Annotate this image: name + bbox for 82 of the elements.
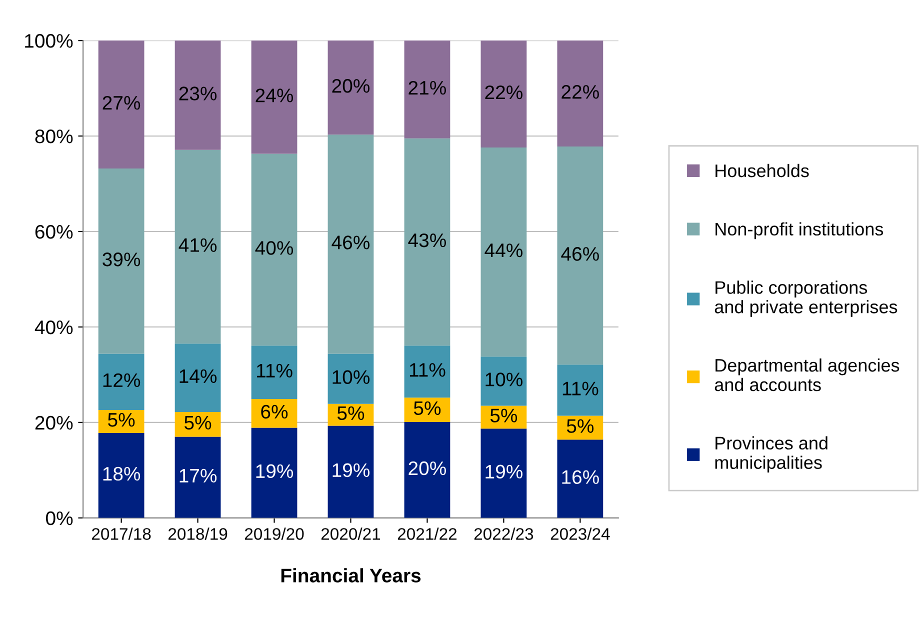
legend-label: Public corporations and private enterprises (714, 280, 898, 317)
bar (480, 147, 527, 357)
data-label: 43% (408, 233, 446, 248)
y-tick-label: 40% (34, 320, 73, 334)
bar (557, 364, 604, 416)
data-label: 5% (566, 419, 594, 433)
data-label: 5% (414, 401, 441, 416)
bar (251, 154, 298, 346)
x-tick-label: 2018/19 (168, 528, 228, 540)
legend-label: Departmental agencies and accounts (714, 358, 900, 392)
bar (251, 428, 298, 518)
y-tick-label: 80% (35, 130, 73, 144)
data-label: 10% (486, 372, 522, 386)
data-label: 20% (332, 79, 370, 93)
data-label: 6% (261, 404, 288, 419)
data-label: 22% (562, 84, 599, 99)
x-axis-title: Financial Years (281, 568, 421, 582)
bar (98, 432, 144, 518)
data-label: 21% (408, 80, 446, 95)
data-label: 18% (103, 466, 140, 481)
bar (328, 354, 374, 404)
x-tick-label: 2022/23 (474, 528, 534, 540)
data-label: 22% (485, 85, 522, 100)
bar (404, 346, 450, 398)
bar (328, 40, 374, 135)
data-label: 11% (410, 363, 446, 377)
bar (557, 146, 604, 365)
data-label: 5% (108, 413, 135, 427)
bar (404, 138, 450, 346)
x-tick-label: 2021/22 (398, 528, 457, 540)
data-label: 20% (408, 461, 446, 476)
bar (404, 40, 450, 138)
data-label: 23% (179, 86, 217, 100)
bar (174, 40, 221, 150)
data-label: 40% (255, 241, 294, 255)
data-label: 14% (180, 369, 217, 383)
data-label: 41% (178, 238, 217, 252)
bar (480, 40, 527, 148)
data-label: 46% (561, 247, 599, 261)
x-tick-label: 2020/21 (321, 528, 380, 540)
x-tick-label: 2019/20 (244, 528, 304, 540)
data-label: 5% (490, 408, 518, 422)
x-tick-label: 2017/18 (92, 528, 151, 540)
data-label: 16% (562, 470, 599, 484)
bar (174, 150, 221, 344)
data-label: 27% (102, 96, 140, 110)
bar (98, 168, 144, 354)
y-tick-label: 100% (25, 34, 73, 48)
y-tick-label: 20% (35, 416, 73, 430)
bar (98, 354, 144, 410)
x-tick-label: 2023/24 (550, 528, 610, 540)
data-label: 17% (180, 468, 217, 482)
y-tick-label: 0% (46, 511, 73, 526)
bar (557, 40, 604, 147)
data-label: 24% (256, 88, 294, 102)
bar (174, 436, 221, 518)
data-label: 46% (332, 236, 370, 250)
bar (404, 422, 450, 518)
legend-label: Households (716, 164, 809, 178)
bar (251, 346, 298, 400)
data-label: 44% (484, 244, 522, 258)
bar (328, 134, 374, 354)
bar (480, 356, 527, 406)
bar (251, 40, 298, 154)
bar (328, 426, 374, 518)
data-label: 12% (103, 373, 140, 388)
data-label: 11% (562, 382, 598, 396)
data-label: 19% (332, 463, 370, 478)
legend-label: Non-profit institutions (716, 222, 884, 240)
data-label: 5% (184, 416, 212, 430)
bar (557, 440, 604, 518)
legend-label: Provinces and municipalities (715, 436, 828, 473)
bar (480, 428, 527, 518)
data-label: 39% (102, 252, 140, 266)
y-tick-label: 60% (35, 224, 73, 239)
data-label: 5% (337, 406, 364, 420)
data-label: 19% (486, 464, 522, 479)
bar (98, 40, 144, 168)
data-label: 11% (257, 364, 292, 378)
data-label: 10% (332, 370, 370, 384)
bar (174, 344, 221, 412)
data-label: 19% (256, 464, 294, 478)
